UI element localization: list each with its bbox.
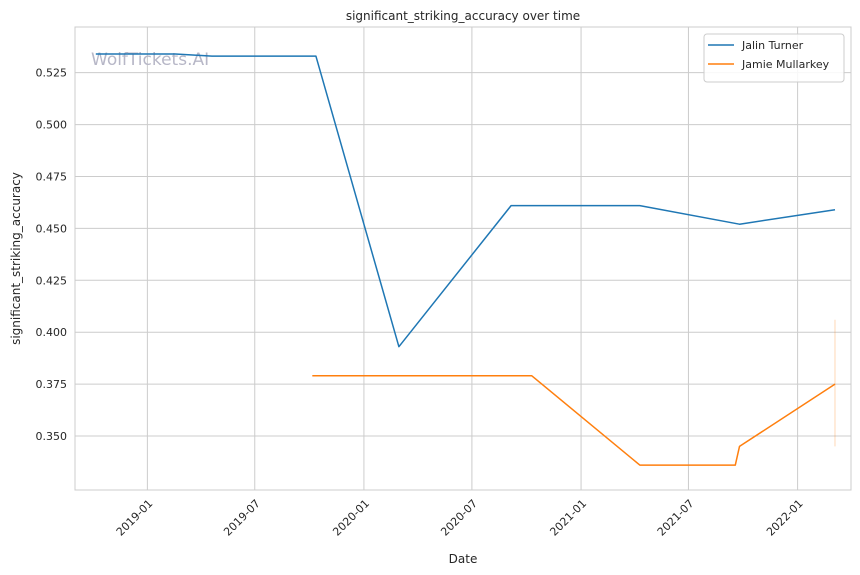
y-tick-label: 0.500 [36,119,68,132]
series-lines [95,53,836,466]
x-axis-title: Date [449,552,478,566]
x-tick-label: 2022-01 [764,497,806,539]
y-tick-label: 0.375 [36,378,68,391]
y-tick-label: 0.450 [36,222,68,235]
y-tick-label: 0.525 [36,67,68,80]
x-tick-label: 2021-07 [655,497,697,539]
x-tick-label: 2019-07 [221,497,263,539]
x-tick-labels: 2019-01 2019-07 2020-01 2020-07 2021-01 2021-… [114,497,806,539]
y-tick-label: 0.475 [36,170,68,183]
y-tick-label: 0.350 [36,430,68,443]
chart-title: significant_striking_accuracy over time [346,9,580,23]
x-tick-label: 2020-01 [330,497,372,539]
x-tick-label: 2020-07 [438,497,480,539]
y-tick-labels: 0.525 0.500 0.475 0.450 0.425 0.400 0.375 0.350 [36,67,68,443]
x-tick-label: 2019-01 [114,497,156,539]
y-tick-label: 0.425 [36,274,68,287]
y-axis-title: significant_striking_accuracy [9,172,23,345]
legend-label: Jalin Turner [741,39,804,52]
plot-area-frame [74,26,852,491]
watermark: WolfTickets.AI [91,50,209,70]
grid [75,27,851,490]
legend: Jalin Turner Jamie Mullarkey [703,33,845,83]
series-line-jamie-mullarkey [312,375,836,466]
legend-label: Jamie Mullarkey [741,58,830,71]
y-tick-label: 0.400 [36,326,68,339]
series-line-jalin-turner [95,53,836,348]
legend-box [703,33,845,83]
x-tick-label: 2021-01 [547,497,589,539]
